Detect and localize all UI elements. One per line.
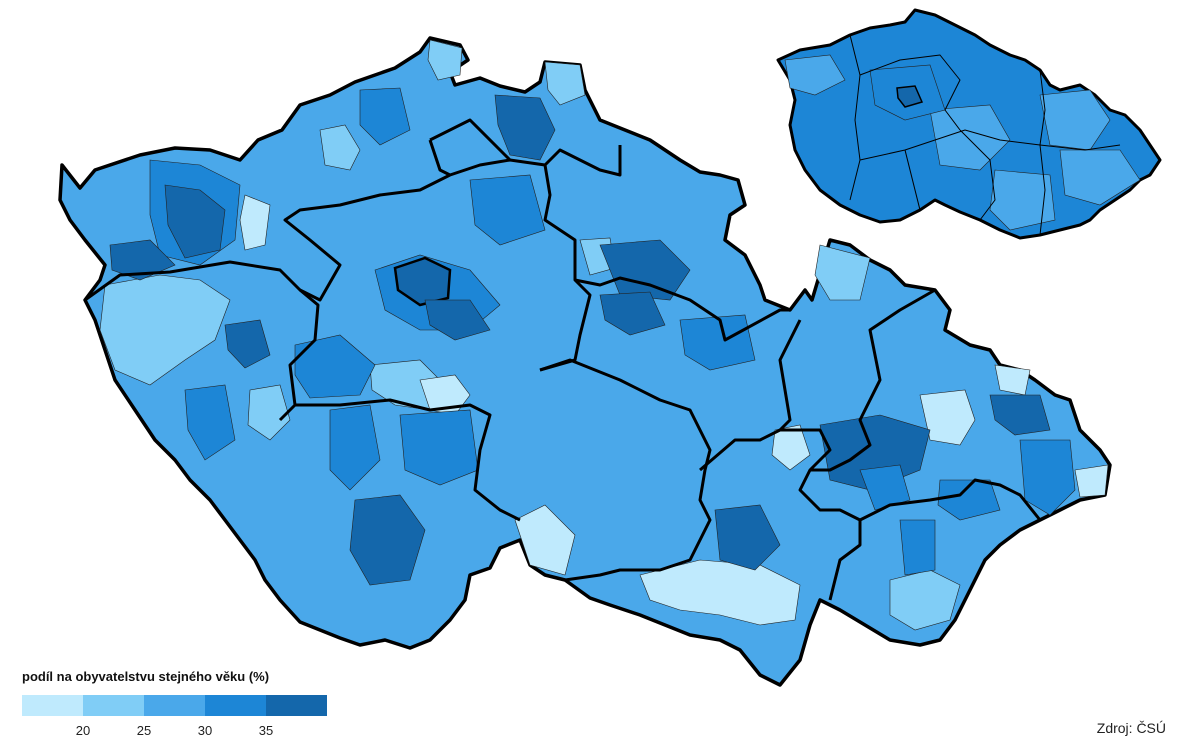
legend-tick: 25: [136, 723, 152, 738]
district-patch: [599, 239, 691, 301]
district-patch: [393, 256, 452, 307]
region-borders: [84, 118, 1042, 601]
legend-title: podíl na obyvatelstvu stejného věku (%): [22, 669, 270, 684]
inset-district: [1039, 89, 1111, 151]
main-map: [58, 36, 1112, 687]
district-patch: [679, 314, 756, 371]
legend-swatch-1: [22, 695, 83, 716]
district-patch: [814, 244, 871, 301]
district-patch: [514, 504, 576, 576]
district-patch: [427, 39, 463, 81]
district-patch: [164, 184, 226, 259]
inset-region-borders: [849, 34, 1121, 236]
country-outline: [58, 36, 1112, 687]
legend-swatch-5: [266, 695, 327, 716]
legend-tick: 35: [258, 723, 274, 738]
legend-swatch-3: [144, 695, 205, 716]
inset-map: [776, 8, 1162, 240]
district-patch: [771, 424, 811, 471]
district-patch: [599, 291, 666, 336]
district-patch: [294, 334, 376, 399]
district-patch: [1019, 439, 1076, 516]
district-patch: [359, 87, 411, 146]
district-patch: [469, 174, 546, 246]
legend-swatch-2: [83, 695, 144, 716]
legend-tick: 30: [197, 723, 213, 738]
inset-district: [1059, 149, 1141, 206]
district-patch: [399, 409, 479, 486]
legend-tick: 20: [75, 723, 91, 738]
district-patch: [319, 124, 361, 171]
district-patch: [1074, 464, 1109, 498]
source-note: Zdroj: ČSÚ: [1096, 720, 1166, 736]
district-patch: [224, 319, 271, 369]
district-patch: [99, 274, 231, 386]
inset-district: [896, 85, 924, 108]
district-patch: [184, 384, 236, 461]
inset-district: [989, 169, 1056, 231]
district-patch: [544, 61, 586, 106]
inset-district: [784, 54, 846, 96]
district-patch: [989, 394, 1051, 436]
district-patch: [247, 384, 291, 441]
district-patch: [349, 494, 426, 586]
legend-color-scale: [22, 695, 327, 716]
district-patch: [329, 404, 381, 491]
district-patch: [714, 504, 781, 571]
district-patch: [819, 414, 931, 491]
district-patch: [494, 94, 556, 161]
district-patch: [239, 194, 271, 251]
district-patch: [899, 519, 936, 576]
inset-district: [929, 104, 1011, 171]
district-patch: [424, 299, 491, 341]
legend-swatch-4: [205, 695, 266, 716]
district-patch: [859, 464, 911, 511]
